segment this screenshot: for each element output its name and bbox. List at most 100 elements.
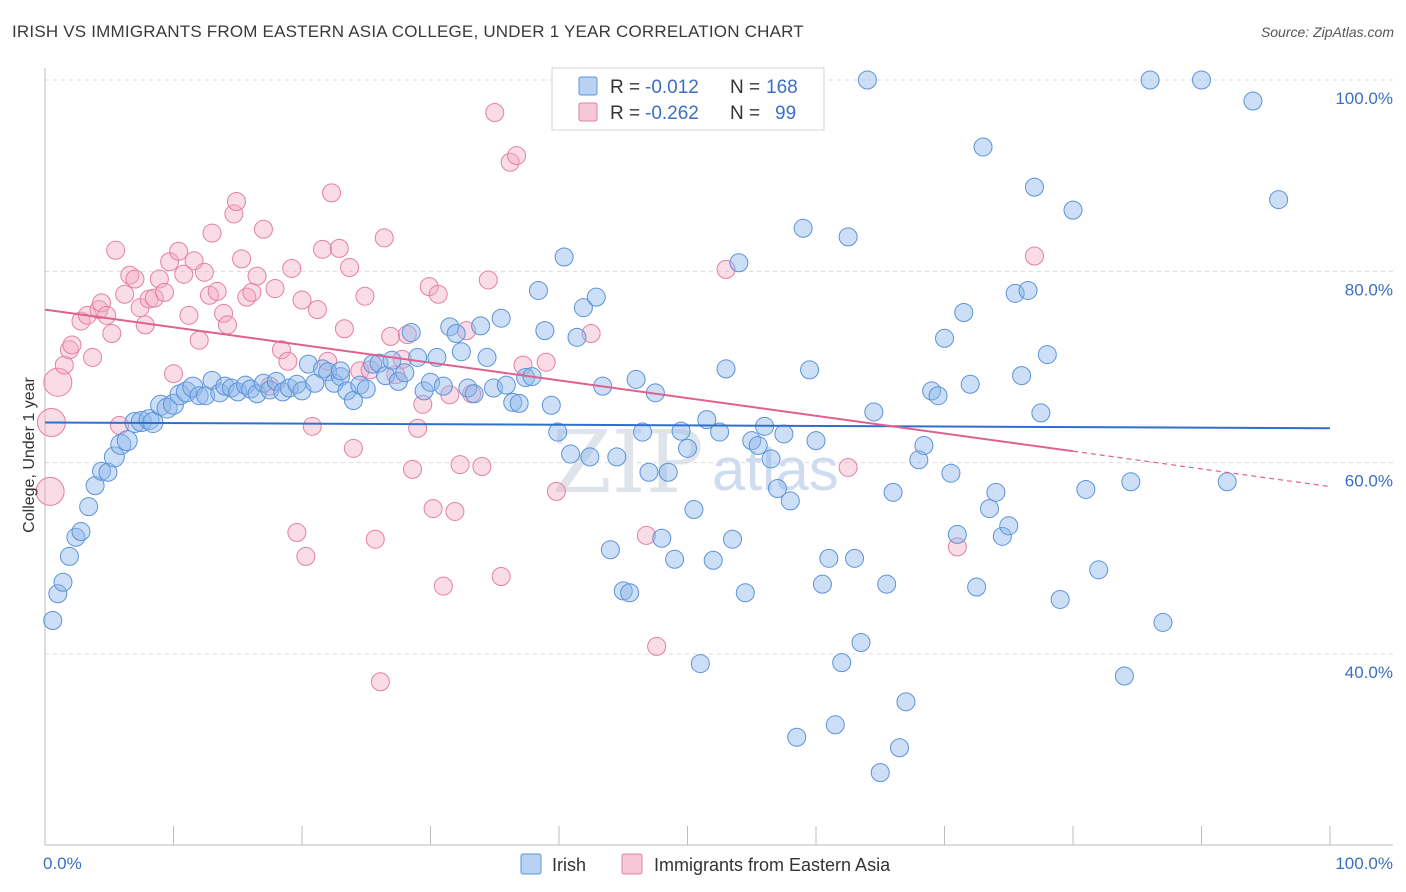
legend-swatch-immigrants	[578, 102, 598, 122]
irish-point-18	[156, 397, 178, 419]
immigrants-point-65	[370, 672, 390, 692]
immigrants-point-85	[485, 103, 505, 123]
immigrants-point-48	[282, 258, 302, 278]
irish-point-114	[774, 424, 794, 444]
y-tick-label-100: 100.0%	[1335, 89, 1393, 108]
bottom-legend: Irish Immigrants from Eastern Asia	[520, 853, 891, 875]
irish-point-68	[477, 347, 497, 367]
immigrants-point-45	[265, 279, 285, 299]
irish-point-81	[561, 444, 581, 464]
irish-point-159	[1114, 666, 1134, 686]
irish-point-67	[471, 316, 491, 336]
irish-point-23	[189, 386, 209, 406]
irish-point-117	[793, 218, 813, 238]
irish-point-145	[979, 499, 999, 519]
immigrants-point-15	[115, 284, 135, 304]
immigrants-point-49	[287, 523, 307, 543]
irish-point-115	[780, 491, 800, 511]
irish-point-113	[767, 478, 787, 498]
irish-point-138	[935, 328, 954, 348]
irish-point-29	[228, 382, 248, 402]
irish-point-12	[116, 430, 138, 452]
irish-point-80	[554, 247, 574, 267]
irish-point-89	[613, 581, 633, 601]
immigrants-point-67	[381, 326, 401, 346]
immigrants-point-10	[92, 293, 112, 313]
source-credit: Source: ZipAtlas.com	[1260, 24, 1394, 40]
irish-point-78	[541, 395, 561, 415]
irish-point-134	[909, 450, 929, 470]
irish-point-105	[716, 359, 736, 379]
immigrants-point-34	[207, 281, 227, 301]
irish-point-5	[71, 522, 91, 542]
irish-point-96	[658, 462, 678, 482]
legend-box: R = -0.012 N = 168 R = -0.262 N = 99	[551, 67, 825, 131]
irish-point-129	[870, 763, 890, 783]
irish-point-151	[1018, 280, 1038, 300]
immigrants-point-57	[329, 238, 349, 258]
irish-point-79	[548, 422, 568, 442]
irish-point-63	[446, 324, 466, 344]
irish-point-147	[992, 526, 1012, 546]
irish-point-85	[586, 287, 606, 307]
immigrants-trend-extension	[1072, 450, 1331, 488]
legend-n-value-irish: 168	[766, 77, 798, 98]
irish-point-108	[735, 583, 755, 603]
legend-r-label-irish: R =	[610, 77, 640, 98]
immigrants-point-46	[271, 340, 291, 360]
irish-point-103	[703, 550, 723, 570]
trend-lines	[44, 308, 1331, 488]
irish-point-97	[665, 549, 685, 569]
irish-point-4	[66, 527, 86, 547]
bottom-legend-immigrants: Immigrants from Eastern Asia	[654, 855, 891, 875]
immigrants-point-72	[408, 418, 428, 438]
irish-point-150	[1012, 366, 1032, 386]
immigrants-point-90	[546, 481, 566, 501]
immigrants-point-31	[194, 262, 214, 282]
immigrants-point-54	[313, 239, 333, 259]
irish-point-100	[684, 500, 704, 520]
irish-point-126	[851, 633, 871, 653]
legend-r-label-immigrants: R =	[610, 103, 640, 124]
irish-point-51	[369, 353, 389, 373]
y-tick-label-80: 80.0%	[1345, 280, 1393, 299]
x-tick-label-0: 0.0%	[43, 854, 82, 873]
immigrants-point-92	[636, 525, 656, 545]
immigrants-point-8	[83, 347, 103, 367]
irish-point-143	[967, 577, 987, 597]
irish-point-165	[1243, 91, 1263, 111]
immigrants-point-76	[428, 284, 448, 304]
immigrants-point-25	[164, 364, 183, 384]
irish-point-110	[748, 435, 768, 455]
immigrants-point-23	[155, 282, 175, 302]
irish-point-157	[1076, 479, 1096, 499]
irish-point-71	[496, 375, 516, 395]
immigrants-point-56	[322, 183, 342, 203]
irish-point-112	[761, 449, 781, 469]
irish-point-153	[1031, 403, 1051, 423]
irish-point-142	[960, 374, 980, 394]
irish-point-164	[1217, 472, 1237, 492]
x-tick-label-100: 100.0%	[1335, 854, 1393, 873]
immigrants-point-0	[35, 476, 65, 506]
irish-point-7	[85, 476, 105, 496]
immigrants-point-60	[343, 438, 363, 458]
irish-point-77	[535, 321, 555, 341]
irish-point-11	[110, 433, 132, 455]
irish-point-123	[832, 653, 852, 673]
irish-point-146	[986, 482, 1006, 502]
y-tick-labels: 40.0% 60.0% 80.0% 100.0%	[1335, 89, 1393, 682]
irish-point-3	[59, 546, 79, 566]
irish-point-166	[1269, 190, 1289, 210]
irish-point-132	[890, 738, 910, 758]
immigrants-point-91	[581, 324, 601, 344]
irish-point-56	[401, 323, 421, 343]
irish-point-120	[812, 574, 832, 594]
irish-point-133	[896, 692, 916, 712]
gridlines	[45, 79, 1393, 655]
irish-point-73	[509, 393, 529, 413]
immigrants-point-79	[445, 501, 465, 521]
irish-point-106	[722, 529, 742, 549]
irish-point-135	[914, 435, 934, 455]
